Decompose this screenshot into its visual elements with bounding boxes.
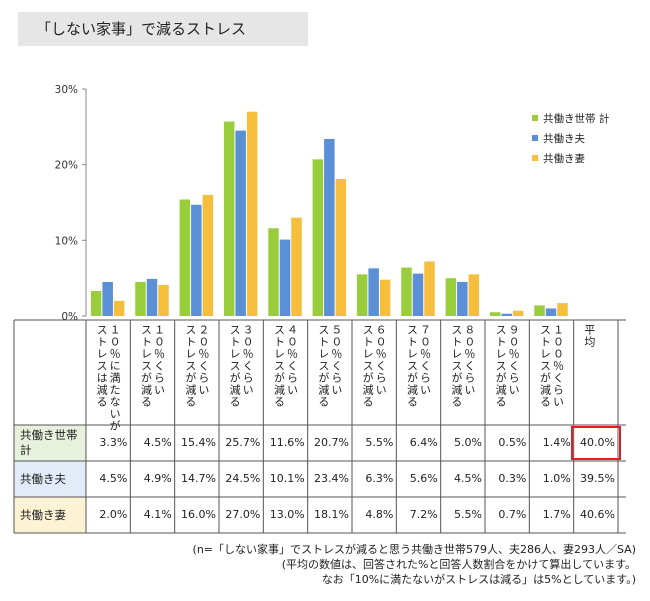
bar	[90, 291, 102, 316]
legend-label: 共働き夫	[543, 132, 585, 145]
footnotes: (n=「しない家事」でストレスが減ると思う共働き世帯579人、夫286人、妻29…	[0, 542, 636, 587]
y-tick-label: 10%	[55, 235, 78, 247]
bar	[102, 281, 113, 316]
bar	[379, 279, 391, 316]
bar	[202, 194, 214, 316]
bar	[512, 310, 524, 316]
legend-swatch	[532, 115, 538, 121]
y-tick-label: 20%	[55, 160, 78, 172]
bar	[468, 274, 480, 316]
y-tick-label: 30%	[55, 84, 78, 96]
bar	[279, 239, 291, 316]
legend-swatch	[532, 135, 538, 141]
bar	[191, 204, 202, 316]
bar	[557, 303, 568, 316]
bar	[368, 268, 379, 316]
bar	[534, 305, 545, 316]
bar	[113, 300, 125, 316]
y-tick-label: 0%	[61, 311, 78, 323]
row-header-bg	[14, 461, 86, 497]
bar	[312, 159, 324, 316]
bar	[489, 312, 501, 316]
bar	[356, 274, 368, 316]
bar	[324, 138, 335, 316]
bar	[158, 284, 169, 316]
bar	[501, 313, 512, 316]
bar	[457, 281, 468, 316]
legend-swatch	[532, 155, 538, 161]
bar	[412, 273, 424, 316]
row-header-bg	[14, 425, 86, 461]
bar	[235, 130, 246, 316]
bar	[401, 267, 412, 316]
legend-label: 共働き妻	[543, 152, 585, 165]
chart-title: 「しない家事」で減るストレス	[18, 12, 308, 46]
footnote-average-method: (平均の数値は、回答された%と回答人数割合をかけて算出しています。	[281, 558, 636, 571]
bar	[146, 278, 158, 316]
bar	[246, 111, 258, 316]
legend-label: 共働き世帯 計	[543, 112, 610, 125]
bar	[268, 228, 279, 316]
footnote-under-10: なお「10%に満たないがストレスは減る」は5%としています。)	[321, 573, 636, 586]
bar	[424, 261, 435, 316]
bar	[335, 179, 347, 316]
row-header-bg	[14, 497, 86, 533]
bar	[291, 217, 302, 316]
bar	[445, 278, 457, 316]
bar	[223, 121, 235, 316]
footnote-sample: (n=「しない家事」でストレスが減ると思う共働き世帯579人、夫286人、妻29…	[192, 543, 636, 556]
bar	[545, 308, 557, 316]
bar	[135, 281, 146, 316]
bar	[179, 199, 191, 316]
